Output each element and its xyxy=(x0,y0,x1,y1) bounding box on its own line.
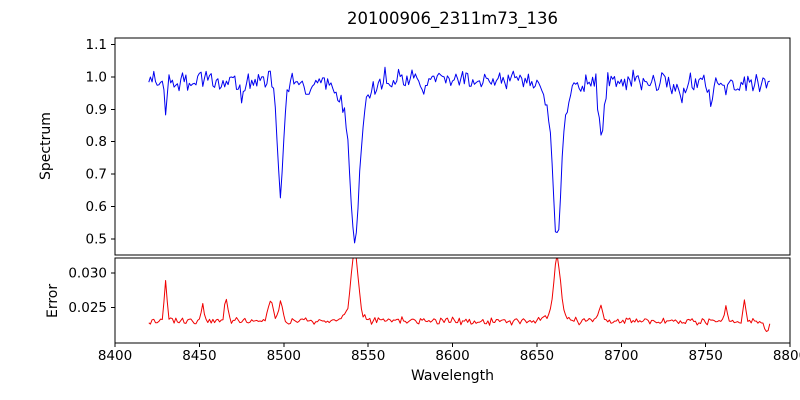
x-tick-label: 8600 xyxy=(435,348,469,364)
figure-title: 20100906_2311m73_136 xyxy=(346,9,559,28)
spectrum-axes-box xyxy=(114,37,791,256)
spectrum-y-tick-label: 0.5 xyxy=(86,231,107,247)
x-tick-label: 8700 xyxy=(604,348,638,364)
error-y-tick-label: 0.030 xyxy=(68,266,107,282)
error-axes-box xyxy=(114,257,791,344)
x-tick-label: 8750 xyxy=(688,348,722,364)
x-tick-label: 8450 xyxy=(182,348,216,364)
spectrum-y-axis-label: Spectrum xyxy=(38,112,54,181)
spectrum-y-tick-label: 1.0 xyxy=(86,69,107,85)
error-y-tick-label: 0.025 xyxy=(68,300,107,316)
x-tick-label: 8550 xyxy=(351,348,385,364)
error-y-axis-label: Error xyxy=(45,283,61,318)
x-axis-label: Wavelength xyxy=(410,368,495,384)
spectrum-y-tick-label: 0.8 xyxy=(86,134,107,150)
x-tick-label: 8800 xyxy=(773,348,800,364)
error-line xyxy=(148,258,771,332)
x-tick-label: 8400 xyxy=(98,348,132,364)
spectrum-y-tick-label: 0.6 xyxy=(86,199,107,215)
x-tick-label: 8650 xyxy=(520,348,554,364)
spectrum-y-tick-label: 1.1 xyxy=(86,37,107,53)
x-tick-label: 8500 xyxy=(267,348,301,364)
spectrum-line xyxy=(148,66,770,244)
spectrum-y-tick-label: 0.7 xyxy=(86,167,107,183)
spectrum-y-tick-label: 0.9 xyxy=(86,102,107,118)
